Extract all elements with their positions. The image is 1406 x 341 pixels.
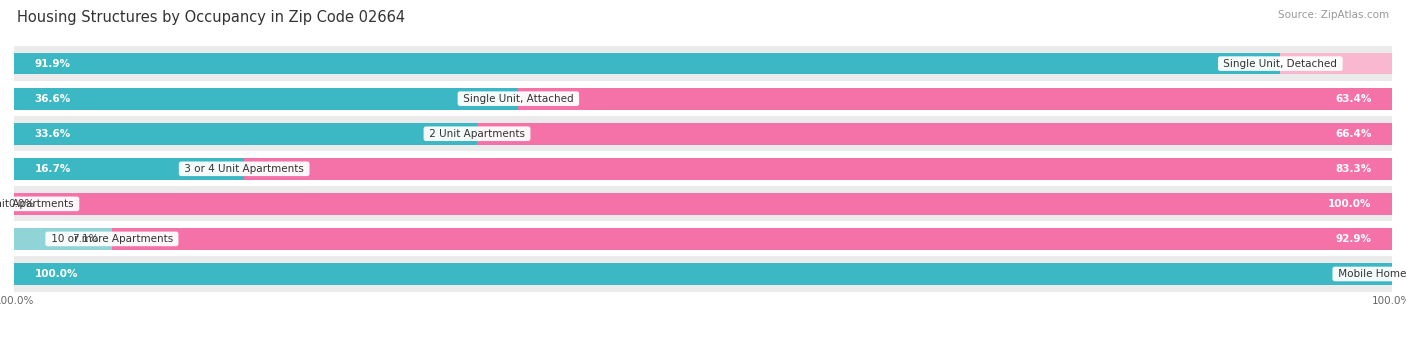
Text: Housing Structures by Occupancy in Zip Code 02664: Housing Structures by Occupancy in Zip C…	[17, 10, 405, 25]
Text: 92.9%: 92.9%	[1336, 234, 1371, 244]
Text: 100.0%: 100.0%	[35, 269, 79, 279]
Bar	[14, 186, 1392, 221]
Bar	[14, 221, 1392, 256]
Bar	[112, 228, 1392, 250]
Bar	[14, 81, 1392, 116]
Bar	[14, 53, 1281, 74]
Text: 0.0%: 0.0%	[8, 199, 35, 209]
Text: Single Unit, Detached: Single Unit, Detached	[1220, 59, 1340, 69]
Bar	[519, 88, 1392, 109]
Bar	[245, 158, 1392, 180]
Bar	[14, 151, 1392, 186]
Bar	[14, 116, 1392, 151]
Text: 33.6%: 33.6%	[35, 129, 70, 139]
Bar	[14, 46, 1392, 81]
Bar	[14, 158, 245, 180]
Text: 83.3%: 83.3%	[1336, 164, 1371, 174]
Text: 2 Unit Apartments: 2 Unit Apartments	[426, 129, 529, 139]
Text: 10 or more Apartments: 10 or more Apartments	[48, 234, 176, 244]
Text: 3 or 4 Unit Apartments: 3 or 4 Unit Apartments	[181, 164, 308, 174]
Text: 16.7%: 16.7%	[35, 164, 72, 174]
Text: 7.1%: 7.1%	[72, 234, 98, 244]
Bar	[14, 263, 1392, 285]
Bar	[14, 228, 112, 250]
Text: Source: ZipAtlas.com: Source: ZipAtlas.com	[1278, 10, 1389, 20]
Text: 36.6%: 36.6%	[35, 94, 70, 104]
Text: 5 to 9 Unit Apartments: 5 to 9 Unit Apartments	[0, 199, 77, 209]
Text: Mobile Home / Other: Mobile Home / Other	[1334, 269, 1406, 279]
Bar	[14, 256, 1392, 292]
Text: 91.9%: 91.9%	[35, 59, 70, 69]
Text: 63.4%: 63.4%	[1334, 94, 1371, 104]
Text: 66.4%: 66.4%	[1334, 129, 1371, 139]
Bar	[14, 88, 519, 109]
Text: Single Unit, Attached: Single Unit, Attached	[460, 94, 576, 104]
Text: 100.0%: 100.0%	[1327, 199, 1371, 209]
Bar	[1281, 53, 1392, 74]
Bar	[14, 123, 477, 145]
Bar	[477, 123, 1392, 145]
Bar	[14, 193, 1392, 215]
